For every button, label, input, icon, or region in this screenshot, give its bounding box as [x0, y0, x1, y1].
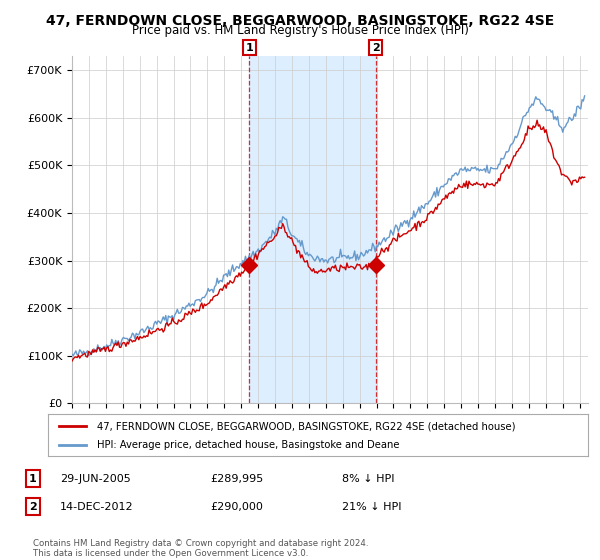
Text: HPI: Average price, detached house, Basingstoke and Deane: HPI: Average price, detached house, Basi…: [97, 440, 399, 450]
Text: 14-DEC-2012: 14-DEC-2012: [60, 502, 134, 512]
Text: 2: 2: [372, 43, 380, 53]
Text: £290,000: £290,000: [210, 502, 263, 512]
Text: 8% ↓ HPI: 8% ↓ HPI: [342, 474, 395, 484]
Text: 2: 2: [29, 502, 37, 512]
Text: 1: 1: [29, 474, 37, 484]
Bar: [250, 56, 376, 403]
Text: Contains HM Land Registry data © Crown copyright and database right 2024.
This d: Contains HM Land Registry data © Crown c…: [33, 539, 368, 558]
Text: 47, FERNDOWN CLOSE, BEGGARWOOD, BASINGSTOKE, RG22 4SE: 47, FERNDOWN CLOSE, BEGGARWOOD, BASINGST…: [46, 14, 554, 28]
Text: 47, FERNDOWN CLOSE, BEGGARWOOD, BASINGSTOKE, RG22 4SE (detached house): 47, FERNDOWN CLOSE, BEGGARWOOD, BASINGST…: [97, 421, 515, 431]
Text: 29-JUN-2005: 29-JUN-2005: [60, 474, 131, 484]
Text: 1: 1: [245, 43, 253, 53]
Text: £289,995: £289,995: [210, 474, 263, 484]
Text: 21% ↓ HPI: 21% ↓ HPI: [342, 502, 401, 512]
Text: Price paid vs. HM Land Registry's House Price Index (HPI): Price paid vs. HM Land Registry's House …: [131, 24, 469, 37]
